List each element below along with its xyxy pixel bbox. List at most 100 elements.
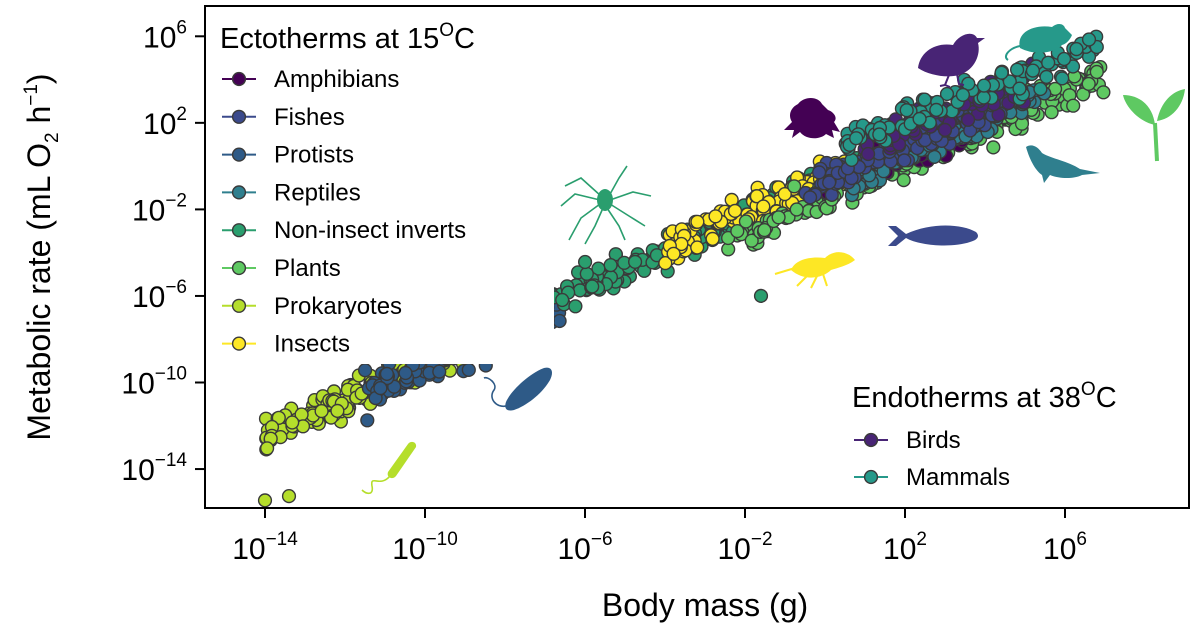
y-axis-title: Metabolic rate (mL O2 h−1) [21, 73, 63, 440]
point-protists [398, 365, 413, 381]
point-mammals [1056, 51, 1072, 67]
legend-marker-non-insect-inverts [231, 223, 247, 238]
point-plants [787, 179, 802, 194]
point-mammals [849, 131, 864, 146]
mouse-silhouette [1019, 24, 1072, 53]
point-non-insect-inverts [585, 279, 600, 294]
point-mammals [955, 87, 971, 103]
legend-label-fishes: Fishes [274, 104, 345, 131]
axes: 10−14 10−10 10−6 10−2 102 106 10−1410−1010−61… [21, 5, 1190, 623]
point-protists [461, 362, 476, 378]
legend-ecto-items: Amphibians Fishes Protists Reptiles Non-inse… [222, 66, 466, 358]
legend-marker-plants [231, 260, 247, 276]
point-prokaryotes-outlier [257, 493, 273, 508]
point-non-insect-inverts [555, 292, 570, 308]
point-mammals [899, 103, 914, 118]
point-plants [986, 140, 1001, 155]
legend-label-mammals: Mammals [906, 464, 1010, 491]
legend-label-amphibians: Amphibians [274, 66, 399, 93]
point-fishes [811, 165, 827, 180]
legend-marker-insects [231, 336, 247, 351]
point-prokaryotes [260, 441, 275, 456]
y-tick-label: 10−10 [121, 364, 187, 401]
x-axis-ticks: 10−14 10−10 10−6 10−2 102 106 [232, 508, 1087, 566]
point-mammals [872, 127, 887, 142]
point-protists [552, 313, 567, 329]
bird-icon [918, 33, 985, 88]
point-birds [860, 146, 876, 162]
point-plants [730, 224, 745, 239]
legend-label-prokaryotes: Prokaryotes [274, 293, 402, 320]
spider-icon [560, 165, 652, 245]
legend-marker-mammals [863, 469, 879, 485]
legend-label-plants: Plants [274, 255, 341, 282]
point-protists [432, 364, 447, 379]
point-insects [749, 189, 765, 204]
point-prokaryotes [285, 415, 300, 430]
point-mammals [1055, 71, 1070, 86]
point-plants [738, 214, 754, 229]
fish-icon [888, 225, 978, 246]
y-axis-ticks: 10−14 10−10 10−6 10−2 102 106 [121, 17, 205, 487]
legend-marker-fishes [231, 109, 247, 124]
point-mammals [1033, 81, 1048, 97]
point-plants [1044, 105, 1059, 120]
point-non-insect-inverts [603, 258, 618, 273]
point-insects [756, 199, 771, 214]
fish-silhouette [888, 225, 978, 246]
x-tick-label: 10−2 [717, 529, 772, 566]
legend-label-insects: Insects [274, 331, 350, 358]
point-plants [744, 233, 759, 248]
y-axis-title-mid: h [21, 106, 57, 133]
point-plants [1066, 98, 1081, 113]
point-mammals [1065, 59, 1081, 74]
legend-marker-prokaryotes [231, 298, 247, 313]
x-tick-label: 10−14 [232, 529, 298, 566]
legend-label-non-insect-inverts: Non-insect inverts [274, 217, 466, 244]
point-mammals [1039, 69, 1054, 85]
point-insects [705, 231, 720, 247]
y-axis-title-sub: 2 [42, 132, 63, 143]
point-insects [708, 209, 723, 224]
point-insects [777, 187, 792, 202]
protist-icon [483, 367, 552, 411]
legend-marker-birds [863, 432, 879, 448]
point-insects [690, 214, 705, 229]
fly-legs [774, 267, 828, 289]
lizard-icon [1026, 145, 1100, 183]
legend-ecto-title: Ectotherms at 15OC [220, 20, 475, 55]
mouse-icon [1004, 24, 1072, 61]
bird-silhouette [918, 33, 985, 77]
x-tick-label: 10−10 [392, 529, 458, 566]
point-prokaryotes-outlier [281, 489, 297, 504]
legend-marker-reptiles [231, 185, 247, 200]
point-mammals [1012, 81, 1027, 96]
protist-silhouette [505, 367, 552, 411]
y-axis-title-end: ) [21, 73, 57, 84]
point-prokaryotes [330, 403, 345, 419]
point-non-insect-inverts [579, 266, 594, 281]
point-plants [1081, 76, 1096, 92]
point-mammals [939, 86, 955, 102]
point-birds [960, 112, 976, 127]
point-plants [896, 173, 911, 188]
frog-silhouette [784, 98, 840, 139]
point-protists [360, 413, 375, 428]
point-mammals [1041, 55, 1056, 70]
point-mammals [917, 92, 932, 107]
seedling-stem [1153, 122, 1159, 162]
frog-icon [784, 98, 840, 139]
point-protists [358, 363, 373, 378]
legend-endo-title: Endotherms at 38OC [852, 379, 1117, 414]
point-plants [1089, 64, 1104, 80]
bird-legs [939, 73, 965, 88]
bacterium-icon [361, 441, 417, 495]
point-insects [666, 246, 681, 261]
point-mammals [1025, 63, 1041, 78]
legend-endotherms: Endotherms at 38OC Birds Mammals [848, 374, 1184, 500]
legend-label-reptiles: Reptiles [274, 179, 361, 206]
point-non-insect-inverts [577, 254, 593, 270]
point-mammals [976, 78, 992, 93]
protist-flagellum [483, 376, 507, 408]
